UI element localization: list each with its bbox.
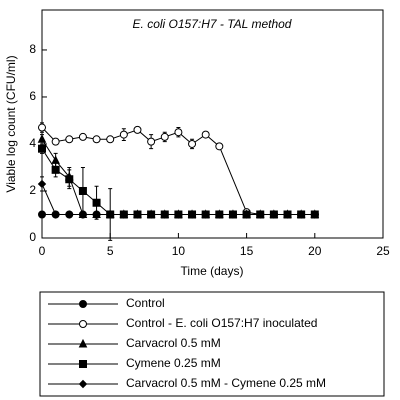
marker (119, 130, 128, 139)
marker (78, 132, 87, 141)
marker (78, 210, 88, 219)
marker (228, 210, 238, 219)
marker (92, 198, 101, 207)
legend-label: Carvacrol 0.5 mM (126, 336, 221, 350)
marker (92, 210, 101, 219)
legend-marker (78, 338, 88, 348)
marker (215, 142, 224, 151)
marker (310, 210, 320, 219)
legend-marker (79, 320, 87, 328)
legend-marker (79, 360, 87, 368)
y-tick-label: 0 (29, 230, 36, 244)
marker (256, 210, 265, 219)
marker (37, 179, 47, 189)
legend-box (39, 291, 385, 397)
marker (51, 137, 60, 146)
marker (160, 132, 169, 141)
x-tick-label: 20 (308, 244, 322, 258)
y-tick-label: 2 (29, 183, 36, 197)
marker (146, 210, 156, 219)
marker (92, 135, 101, 144)
marker (147, 137, 156, 146)
x-tick-label: 0 (39, 244, 46, 258)
marker (37, 134, 47, 143)
y-axis-label: Viable log count (CFU/ml) (4, 55, 18, 192)
marker (38, 144, 46, 153)
marker (269, 210, 279, 219)
marker (201, 210, 210, 219)
marker (133, 125, 142, 134)
marker (187, 210, 197, 219)
marker (105, 210, 115, 219)
marker (38, 123, 46, 132)
marker (65, 210, 74, 219)
y-tick-label: 4 (29, 136, 36, 150)
legend-label: Carvacrol 0.5 mM - Cymene 0.25 mM (126, 376, 326, 390)
marker (38, 210, 46, 219)
marker (119, 210, 129, 219)
legend-marker (78, 379, 88, 389)
legend-label: Control - E. coli O157:H7 inoculated (126, 316, 317, 330)
marker (296, 210, 306, 219)
marker (133, 210, 142, 219)
legend-label: Control (126, 296, 165, 310)
marker (174, 128, 183, 137)
legend-marker (79, 300, 87, 308)
marker (242, 210, 251, 219)
marker (215, 210, 224, 219)
marker (201, 130, 210, 139)
marker (188, 139, 197, 148)
marker (65, 135, 74, 144)
marker (78, 186, 87, 195)
marker (160, 210, 169, 219)
legend-label: Cymene 0.25 mM (126, 356, 221, 370)
y-tick-label: 6 (29, 89, 36, 103)
marker (51, 165, 60, 174)
marker (174, 210, 183, 219)
chart-title: E. coli O157:H7 - TAL method (133, 17, 292, 31)
x-tick-label: 5 (107, 244, 114, 258)
marker (65, 175, 74, 184)
marker (51, 210, 60, 219)
x-axis-label: Time (days) (181, 264, 244, 278)
x-tick-label: 10 (172, 244, 186, 258)
y-tick-label: 8 (29, 42, 36, 56)
x-tick-label: 15 (240, 244, 254, 258)
marker (283, 210, 292, 219)
marker (106, 135, 115, 144)
x-tick-label: 25 (376, 244, 390, 258)
